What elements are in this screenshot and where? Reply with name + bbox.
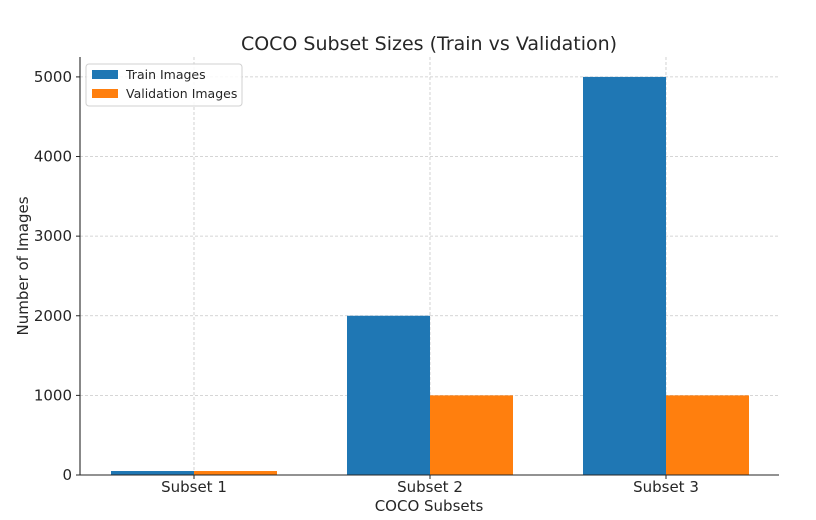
x-axis-ticks: Subset 1 Subset 2 Subset 3 <box>161 475 699 496</box>
bar-train-1 <box>111 471 194 475</box>
legend-swatch-validation <box>92 89 118 98</box>
y-tick-label: 1000 <box>34 386 72 404</box>
bar-validation-3 <box>666 395 749 475</box>
y-tick-label: 5000 <box>34 68 72 86</box>
x-tick-label: Subset 2 <box>397 478 463 496</box>
y-tick-label: 3000 <box>34 227 72 245</box>
y-tick-label: 2000 <box>34 307 72 325</box>
y-tick-label: 4000 <box>34 148 72 166</box>
legend: Train Images Validation Images <box>85 63 243 107</box>
legend-label-train: Train Images <box>125 67 206 82</box>
bar-validation-2 <box>430 395 513 475</box>
bar-train-2 <box>347 315 430 475</box>
y-tick-label: 0 <box>62 466 72 484</box>
legend-label-validation: Validation Images <box>126 86 237 101</box>
x-tick-label: Subset 1 <box>161 478 227 496</box>
x-tick-label: Subset 3 <box>633 478 699 496</box>
legend-box <box>85 63 243 107</box>
y-axis-label: Number of Images <box>14 196 32 335</box>
legend-swatch-train <box>92 70 118 79</box>
y-axis-ticks: 0 1000 2000 3000 4000 5000 <box>34 68 80 484</box>
bars-layer <box>111 76 749 476</box>
bar-train-3 <box>583 76 666 476</box>
bar-validation-1 <box>194 471 277 475</box>
chart-title: COCO Subset Sizes (Train vs Validation) <box>241 33 617 55</box>
x-axis-label: COCO Subsets <box>375 497 484 515</box>
